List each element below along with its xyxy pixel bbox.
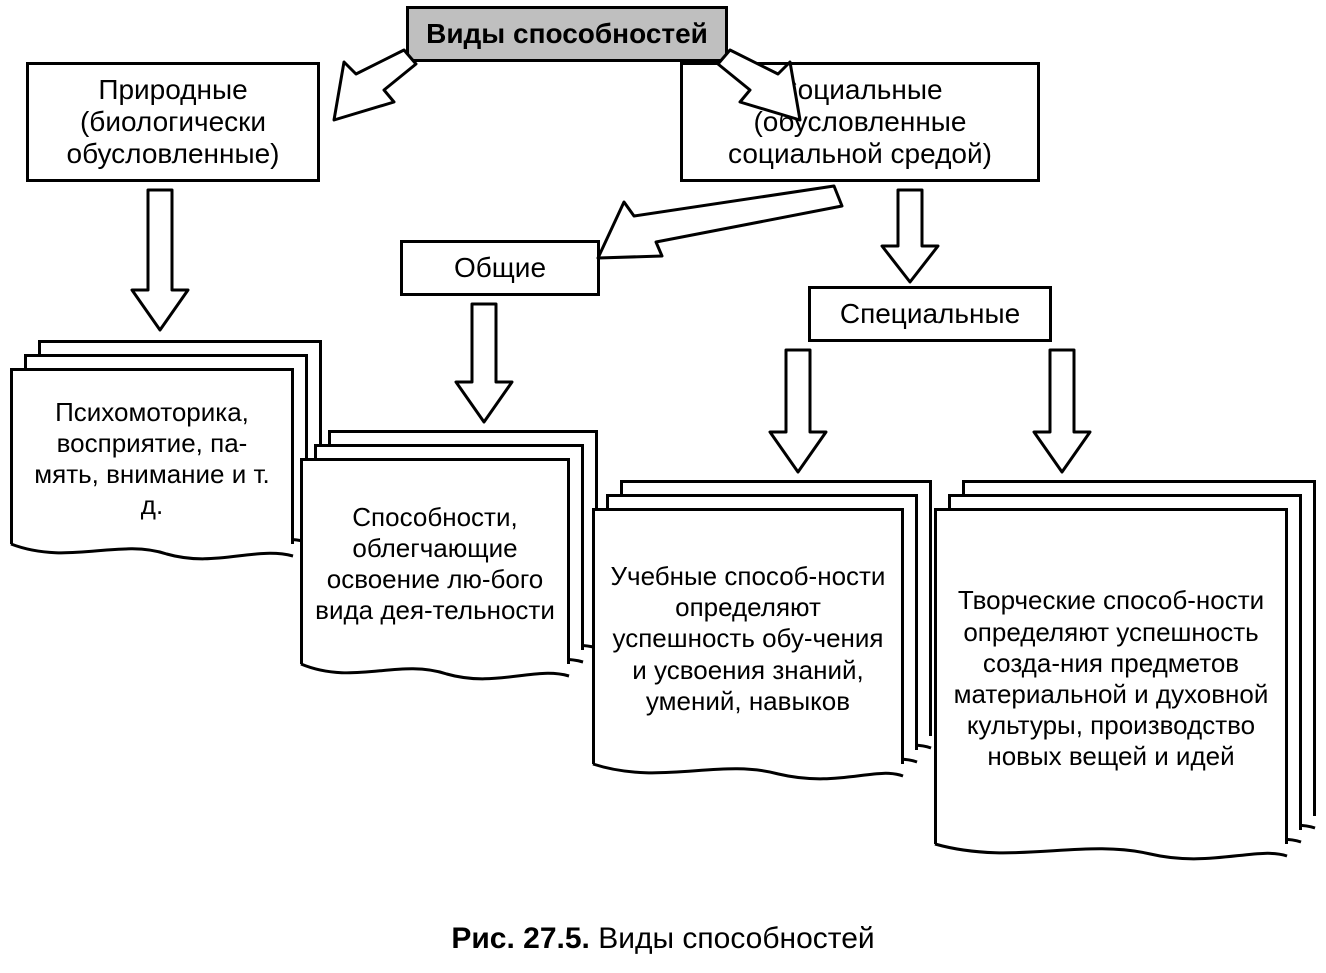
node-special: Специальные (808, 286, 1052, 342)
node-root: Виды способностей (406, 6, 728, 62)
sheet-general-detail: Способности, облегчающие освоение лю-бог… (300, 430, 598, 688)
arrow-social-to-general (588, 182, 848, 268)
node-general: Общие (400, 240, 600, 296)
arrow-root-to-natural (312, 44, 422, 128)
sheet-general-detail-text: Способности, облегчающие освоение лю-бог… (315, 502, 555, 627)
arrow-special-to-creative (1030, 346, 1094, 476)
node-special-label: Специальные (840, 298, 1020, 330)
node-natural-label: Природные (биологически обусловленные) (67, 74, 280, 171)
arrow-root-to-social (712, 44, 822, 128)
sheet-natural-detail-text: Психомоторика, восприятие, па-мять, вним… (25, 397, 279, 522)
diagram-canvas: Виды способностей Природные (биологическ… (0, 0, 1326, 973)
node-natural: Природные (биологически обусловленные) (26, 62, 320, 182)
arrow-general-to-detail (452, 300, 516, 426)
sheet-special-creative-text: Творческие способ-ности определяют успеш… (949, 585, 1273, 772)
figure-caption-label: Рис. 27.5. (451, 922, 590, 955)
figure-caption-text: Виды способностей (598, 922, 874, 955)
arrow-special-to-learning (766, 346, 830, 476)
figure-caption: Рис. 27.5. Виды способностей (0, 922, 1326, 956)
node-root-label: Виды способностей (426, 18, 708, 50)
sheet-special-learning-text: Учебные способ-ности определяют успешнос… (607, 561, 889, 717)
arrow-social-to-special (878, 186, 942, 286)
sheet-special-learning: Учебные способ-ности определяют успешнос… (592, 480, 932, 788)
sheet-natural-detail: Психомоторика, восприятие, па-мять, вним… (10, 340, 322, 568)
sheet-special-creative: Творческие способ-ности определяют успеш… (934, 480, 1316, 868)
node-general-label: Общие (454, 252, 546, 284)
arrow-natural-to-detail (128, 186, 192, 334)
